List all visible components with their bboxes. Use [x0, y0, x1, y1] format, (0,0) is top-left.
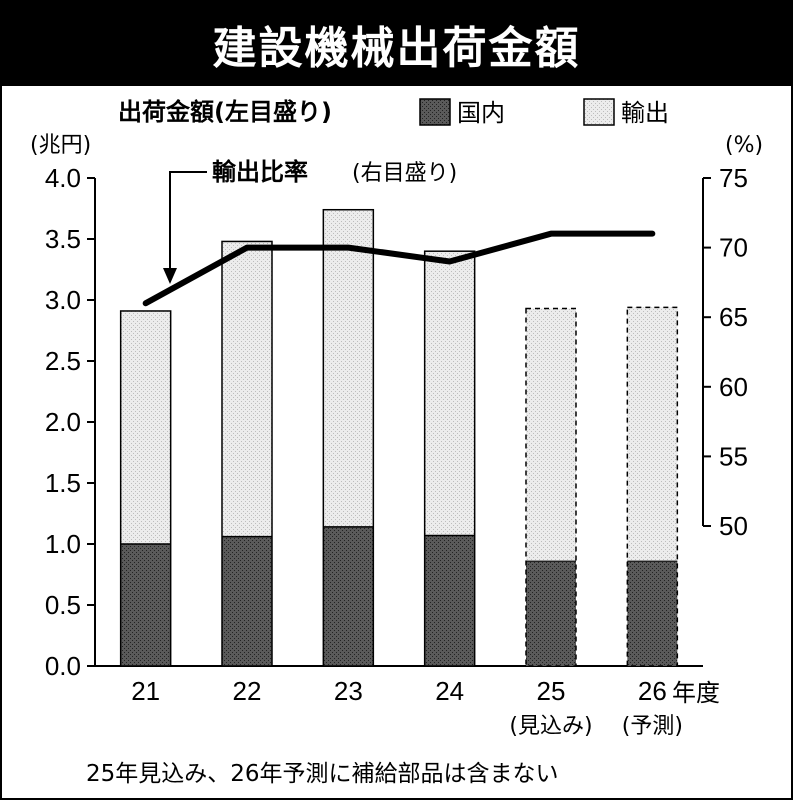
- footnote: 25年見込み、26年予測に補給部品は含まない: [86, 761, 559, 787]
- bar-domestic: [120, 544, 171, 666]
- left-tick-label: 3.5: [45, 224, 81, 254]
- left-tick-label: 1.5: [45, 468, 81, 498]
- bar-outline: [119, 310, 172, 667]
- bar-export: [627, 307, 678, 562]
- legend-left-axis-caption: 出荷金額(左目盛り): [118, 98, 332, 126]
- x-tick-label: 25: [537, 676, 566, 706]
- bar-outline: [221, 240, 273, 667]
- left-tick-label: 4.0: [45, 163, 81, 193]
- line-series-note: (右目盛り): [352, 161, 457, 186]
- x-tick-label: 21: [131, 676, 160, 706]
- legend-domestic-swatch: [419, 98, 451, 126]
- x-tick-label: 23: [334, 676, 363, 706]
- right-tick-label: 70: [719, 233, 748, 263]
- bar-outline: [322, 208, 375, 667]
- right-tick-label: 65: [719, 302, 748, 332]
- left-tick-label: 0.0: [45, 651, 81, 681]
- bar-outline-estimate: [626, 306, 679, 667]
- left-tick-label: 0.5: [45, 590, 81, 620]
- right-tick-label: 50: [719, 511, 748, 541]
- right-tick-label: 60: [719, 372, 748, 402]
- bar-export: [323, 209, 374, 527]
- bar-export: [526, 308, 576, 562]
- export-ratio-line: [142, 230, 656, 307]
- legend-domestic-label: 国内: [457, 99, 505, 127]
- x-axis-unit: 年度: [672, 679, 720, 707]
- left-tick-label: 2.5: [45, 346, 81, 376]
- x-tick-note: (予測): [622, 714, 683, 739]
- bar-domestic: [222, 536, 272, 666]
- bar-outline-estimate: [525, 307, 577, 667]
- line-label-arrow: [169, 171, 207, 282]
- left-axis-unit: (兆円): [30, 133, 91, 158]
- right-axis-unit: (%): [725, 133, 763, 158]
- bar-export: [120, 310, 171, 544]
- chart-title: 建設機械出荷金額: [2, 2, 791, 86]
- right-tick-label: 75: [719, 163, 748, 193]
- bar-outline: [423, 250, 476, 667]
- left-tick-label: 1.0: [45, 529, 81, 559]
- x-tick-label: 26: [638, 676, 667, 706]
- x-tick-label: 22: [233, 676, 262, 706]
- right-tick-label: 55: [719, 441, 748, 471]
- legend-export-label: 輸出: [621, 99, 669, 127]
- bar-domestic: [627, 561, 678, 666]
- line-series-label: 輸出比率: [212, 158, 308, 186]
- x-tick-label: 24: [435, 676, 464, 706]
- bar-domestic: [323, 526, 374, 666]
- left-tick-label: 2.0: [45, 407, 81, 437]
- bar-domestic: [424, 535, 475, 666]
- x-tick-note: (見込み): [509, 714, 592, 739]
- bar-export: [424, 251, 475, 536]
- legend-export-swatch: [583, 98, 615, 126]
- left-tick-label: 3.0: [45, 285, 81, 315]
- bar-domestic: [526, 561, 576, 666]
- line-label-arrowhead: [163, 268, 177, 284]
- bar-export: [222, 241, 272, 537]
